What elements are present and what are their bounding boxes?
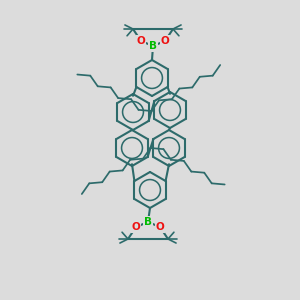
Text: B: B xyxy=(149,41,157,51)
Text: B: B xyxy=(144,217,152,227)
Text: O: O xyxy=(156,222,164,232)
Text: O: O xyxy=(132,222,140,232)
Text: O: O xyxy=(136,36,146,46)
Text: O: O xyxy=(160,36,169,46)
